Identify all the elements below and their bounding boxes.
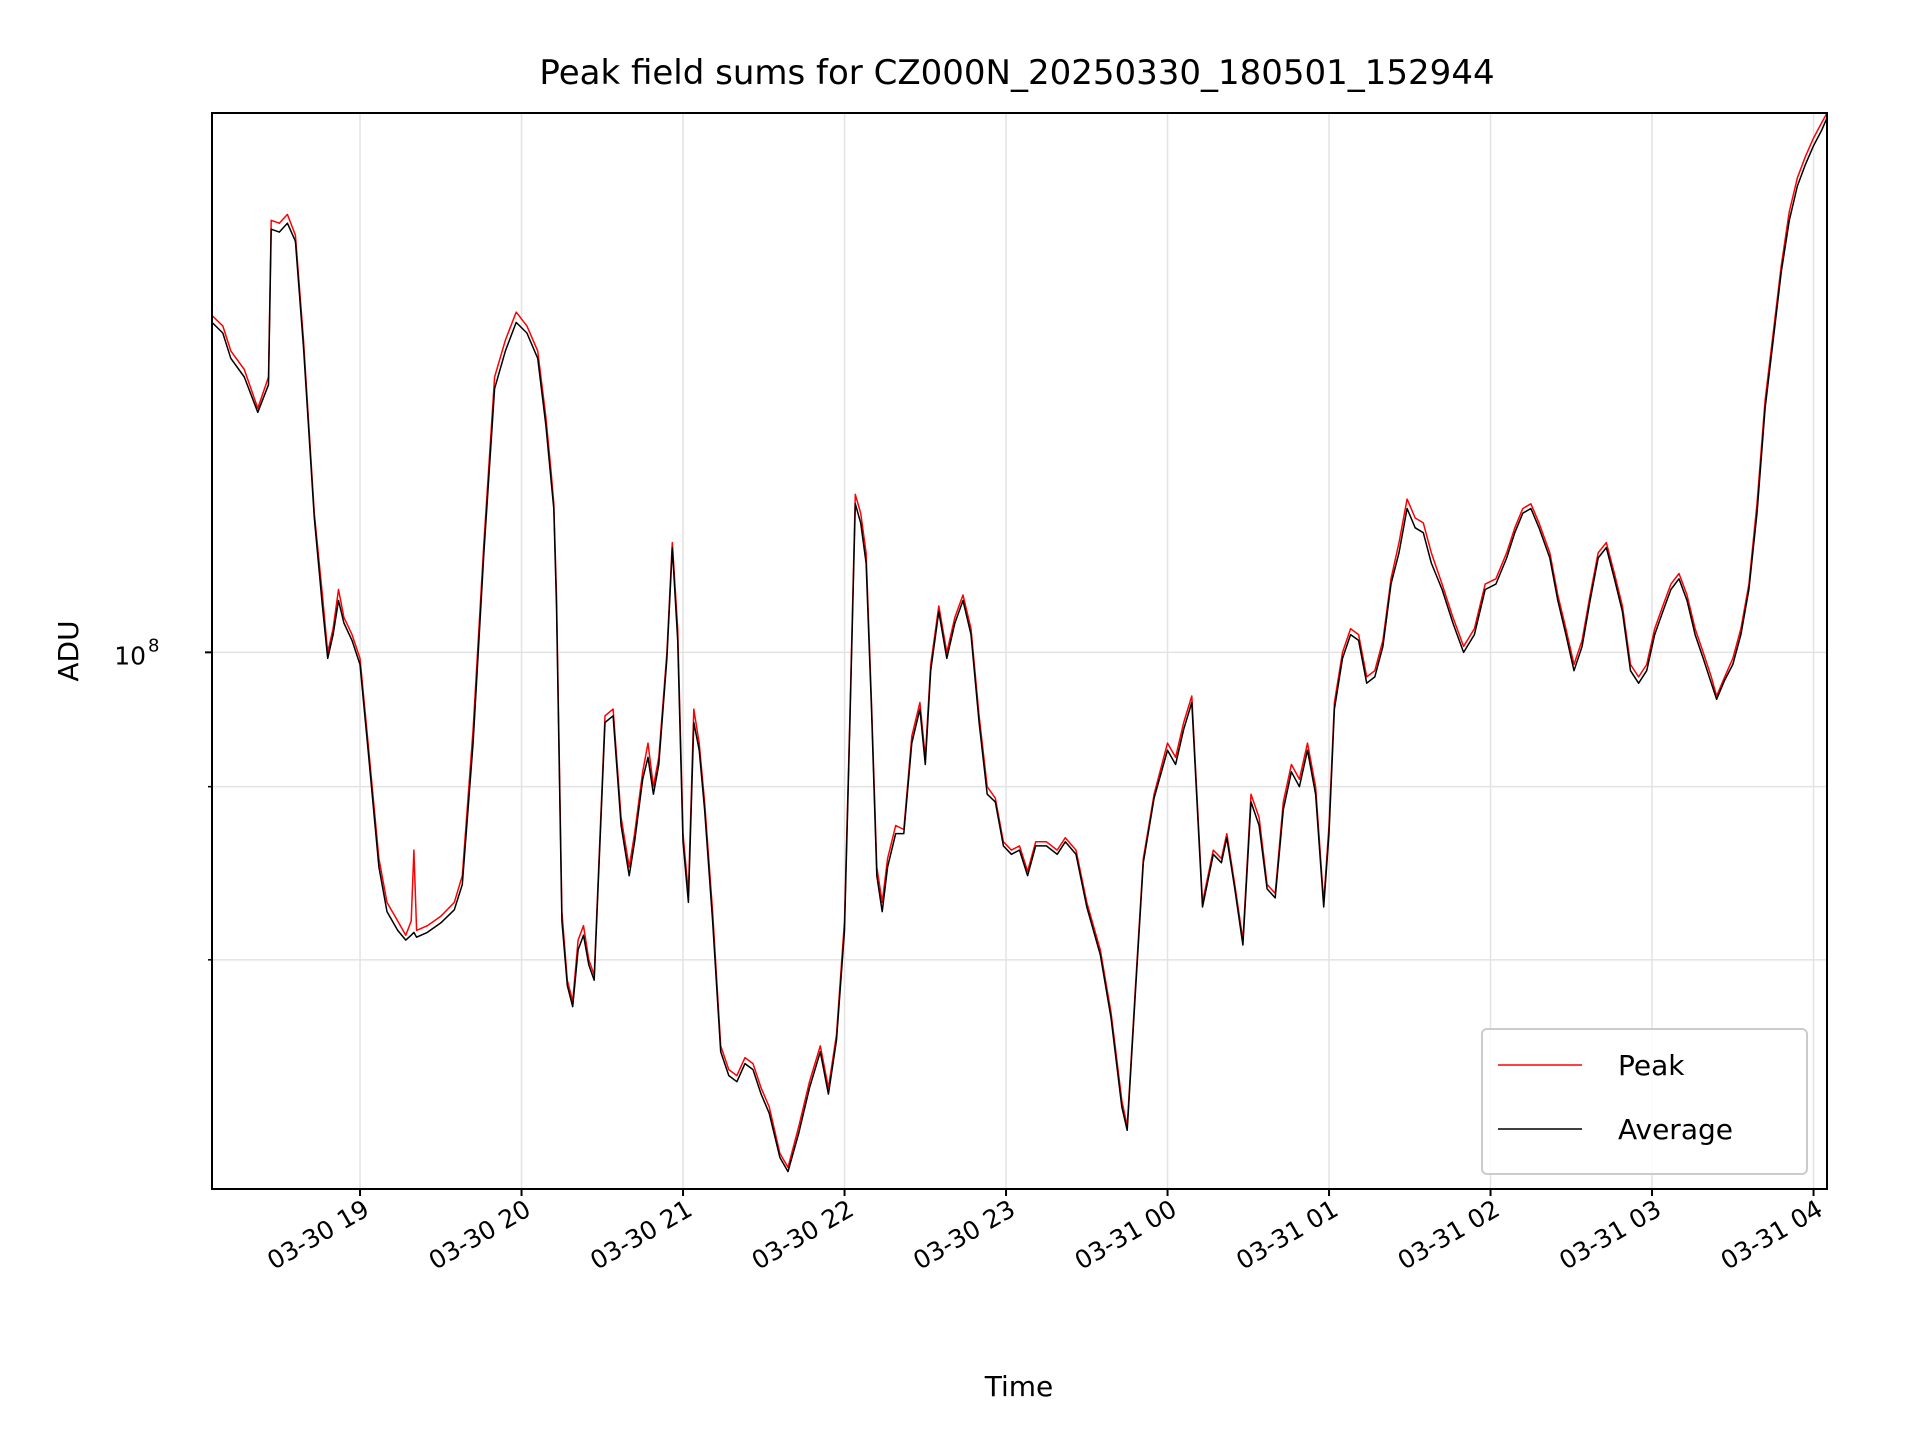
y-tick-label-base: 10 [114,641,146,670]
series-line-average [211,117,1828,1173]
y-tick-label-exponent: 8 [148,635,159,656]
legend-peak-label: Peak [1618,1049,1685,1082]
chart-title: Peak field sums for CZ000N_20250330_1805… [539,53,1494,93]
y-axis-ticks: 10 8 [114,635,212,961]
plot-area-frame [211,112,1828,1190]
legend: Peak Average [1481,1028,1808,1175]
series-lines [211,112,1828,1173]
grid [212,113,1827,1189]
y-axis-title: ADU [52,620,85,681]
x-axis-title: Time [984,1370,1054,1403]
legend-average-label: Average [1618,1113,1733,1146]
y-tick-label-major: 10 [114,641,146,670]
